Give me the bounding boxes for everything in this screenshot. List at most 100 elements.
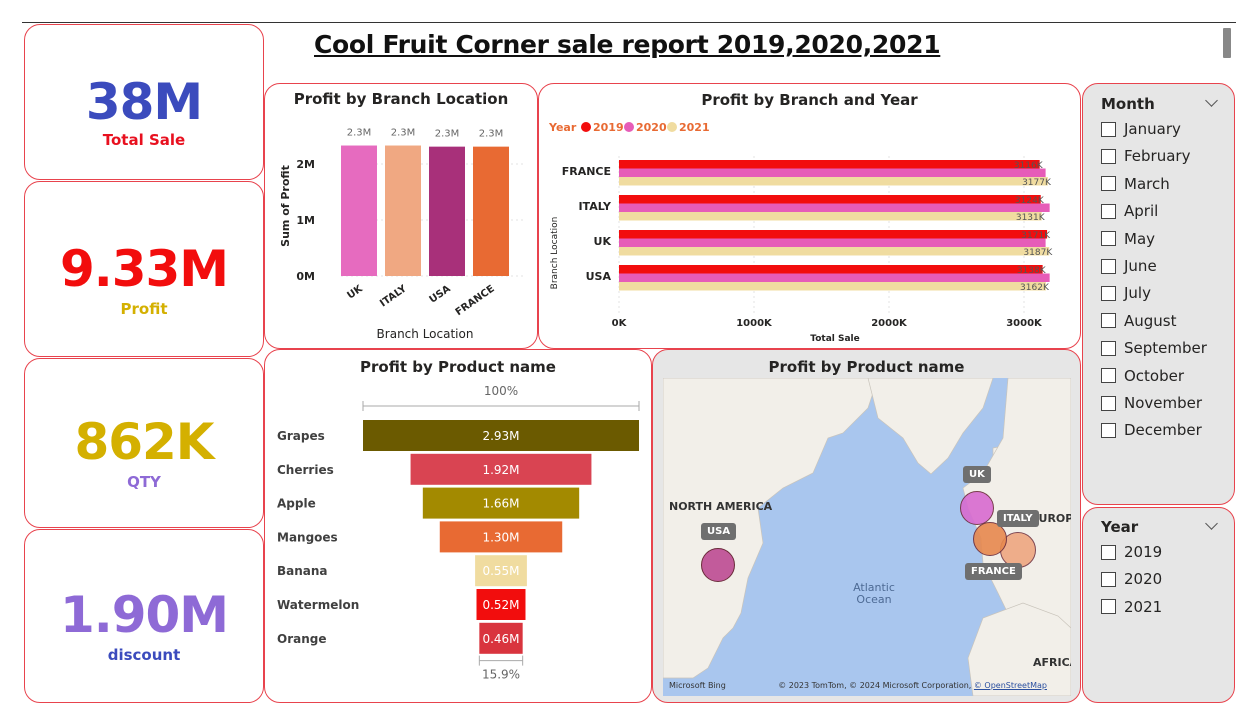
checkbox[interactable] — [1101, 395, 1116, 411]
map-bubble-italy[interactable] — [973, 522, 1007, 556]
funnel-bar-grapes — [363, 420, 639, 451]
year-option-2020[interactable]: 2020 — [1101, 568, 1162, 590]
month-option-may[interactable]: May — [1101, 228, 1155, 250]
map-attribution: © 2023 TomTom, © 2024 Microsoft Corporat… — [778, 681, 1047, 690]
chart-title: Profit by Branch and Year — [701, 91, 918, 109]
map-label-europe: EUROPE — [1031, 512, 1071, 525]
month-option-june[interactable]: June — [1101, 255, 1157, 277]
funnel-bar-watermelon — [476, 589, 526, 620]
chart-card-branch-year[interactable]: Profit by Branch and Year Year 2019 2020 20… — [538, 83, 1081, 349]
bar-uk-2020 — [619, 238, 1046, 247]
map-label-africa: AFRICA — [1033, 656, 1071, 669]
x-tick-label: 0K — [612, 318, 628, 329]
kpi-value: 1.90M — [59, 586, 229, 644]
checkbox[interactable] — [1101, 121, 1116, 137]
kpi-card-qty: 862K QTY — [24, 358, 264, 528]
month-option-september[interactable]: September — [1101, 337, 1207, 359]
map-tag-uk: UK — [963, 466, 991, 483]
checkbox[interactable] — [1101, 258, 1116, 274]
data-label: 3187K — [1023, 248, 1053, 258]
month-option-october[interactable]: October — [1101, 365, 1184, 387]
map-title: Profit by Product name — [768, 358, 965, 376]
checkbox[interactable] — [1101, 340, 1116, 356]
option-label: December — [1124, 421, 1202, 440]
chart-card-profit-by-product[interactable]: Profit by Product name 100% Grapes 2.93M Ch… — [264, 349, 652, 703]
data-label: 2.93M — [482, 429, 519, 443]
chart-card-profit-by-branch[interactable]: Profit by Branch Location 0M 1M 2M 2.3M UK 2.… — [264, 83, 538, 349]
chevron-down-icon[interactable] — [1205, 94, 1218, 107]
month-option-february[interactable]: February — [1101, 145, 1190, 167]
kpi-label: discount — [107, 646, 181, 664]
option-label: April — [1124, 202, 1159, 221]
checkbox[interactable] — [1101, 203, 1116, 219]
checkbox[interactable] — [1101, 422, 1116, 438]
y-tick-label: ITALY — [578, 200, 612, 213]
legend-label: 2019 — [593, 121, 624, 134]
category-label: Banana — [277, 564, 328, 578]
bar-italy-2020 — [619, 203, 1050, 212]
bar-france-2019 — [619, 160, 1040, 169]
legend-title: Year — [548, 121, 577, 134]
month-slicer[interactable]: Month January February March April May June Ju… — [1082, 83, 1235, 505]
report-title: Cool Fruit Corner sale report 2019,2020,… — [314, 30, 941, 59]
x-tick-label: 2000K — [871, 318, 908, 329]
month-option-march[interactable]: March — [1101, 173, 1170, 195]
option-label: January — [1124, 120, 1181, 138]
checkbox[interactable] — [1101, 148, 1116, 164]
checkbox[interactable] — [1101, 544, 1116, 560]
funnel-bar-orange — [479, 622, 523, 654]
y-tick-label: 1M — [296, 214, 315, 227]
map-bubble-uk[interactable] — [960, 491, 994, 525]
month-option-november[interactable]: November — [1101, 392, 1202, 414]
month-option-january[interactable]: January — [1101, 118, 1181, 140]
osm-link[interactable]: © OpenStreetMap — [973, 681, 1047, 690]
year-slicer[interactable]: Year 2019 2020 2021 — [1082, 507, 1235, 703]
option-label: October — [1124, 366, 1185, 385]
month-option-april[interactable]: April — [1101, 200, 1158, 222]
year-option-2019[interactable]: 2019 — [1101, 541, 1162, 563]
y-tick-label: FRANCE — [562, 165, 611, 178]
bar-italy-2021 — [619, 212, 1042, 221]
map-card[interactable]: Profit by Product name NORTH AMERICA EUR… — [652, 349, 1081, 703]
x-axis-title: Branch Location — [377, 327, 474, 341]
kpi-card-profit: 9.33M Profit — [24, 181, 264, 357]
checkbox[interactable] — [1101, 599, 1116, 615]
data-label: 2.3M — [435, 129, 460, 140]
data-label: 0.46M — [482, 632, 519, 646]
y-tick-label: 2M — [296, 158, 315, 171]
year-option-2021[interactable]: 2021 — [1101, 596, 1162, 618]
checkbox[interactable] — [1101, 285, 1116, 301]
checkbox[interactable] — [1101, 571, 1116, 587]
data-label: 2.3M — [479, 129, 504, 140]
bar-france-2021 — [619, 177, 1048, 186]
slicer-header: Month — [1101, 95, 1155, 113]
legend-marker — [581, 122, 591, 132]
bar-usa — [429, 146, 465, 276]
x-tick-label: 1000K — [736, 318, 773, 329]
month-option-august[interactable]: August — [1101, 310, 1177, 332]
checkbox[interactable] — [1101, 176, 1116, 192]
chevron-down-icon[interactable] — [1205, 517, 1218, 530]
data-label: 1.66M — [482, 497, 519, 511]
legend-label: 2020 — [636, 121, 667, 134]
option-label: June — [1124, 257, 1157, 275]
data-label: 3177K — [1022, 178, 1052, 188]
kpi-card-discount: 1.90M discount — [24, 529, 264, 703]
month-option-july[interactable]: July — [1101, 282, 1151, 304]
chart-title: Profit by Product name — [360, 358, 556, 376]
header-rule — [22, 22, 1236, 23]
checkbox[interactable] — [1101, 231, 1116, 247]
data-label: 0.52M — [482, 598, 519, 612]
checkbox[interactable] — [1101, 368, 1116, 384]
month-option-december[interactable]: December — [1101, 419, 1202, 441]
kpi-label: Profit — [120, 300, 168, 318]
map-bubble-usa[interactable] — [701, 548, 735, 582]
kpi-card-total-sale: 38M Total Sale — [24, 24, 264, 180]
data-label: 1.30M — [482, 530, 519, 544]
checkbox[interactable] — [1101, 313, 1116, 329]
map-canvas[interactable]: NORTH AMERICA EUROPE Atlantic Ocean AFRI… — [663, 378, 1071, 696]
y-tick-label: USA — [586, 270, 612, 283]
data-label: 3162K — [1020, 283, 1050, 293]
page-scrollbar[interactable] — [1223, 28, 1231, 58]
bar-usa-2019 — [619, 265, 1043, 274]
